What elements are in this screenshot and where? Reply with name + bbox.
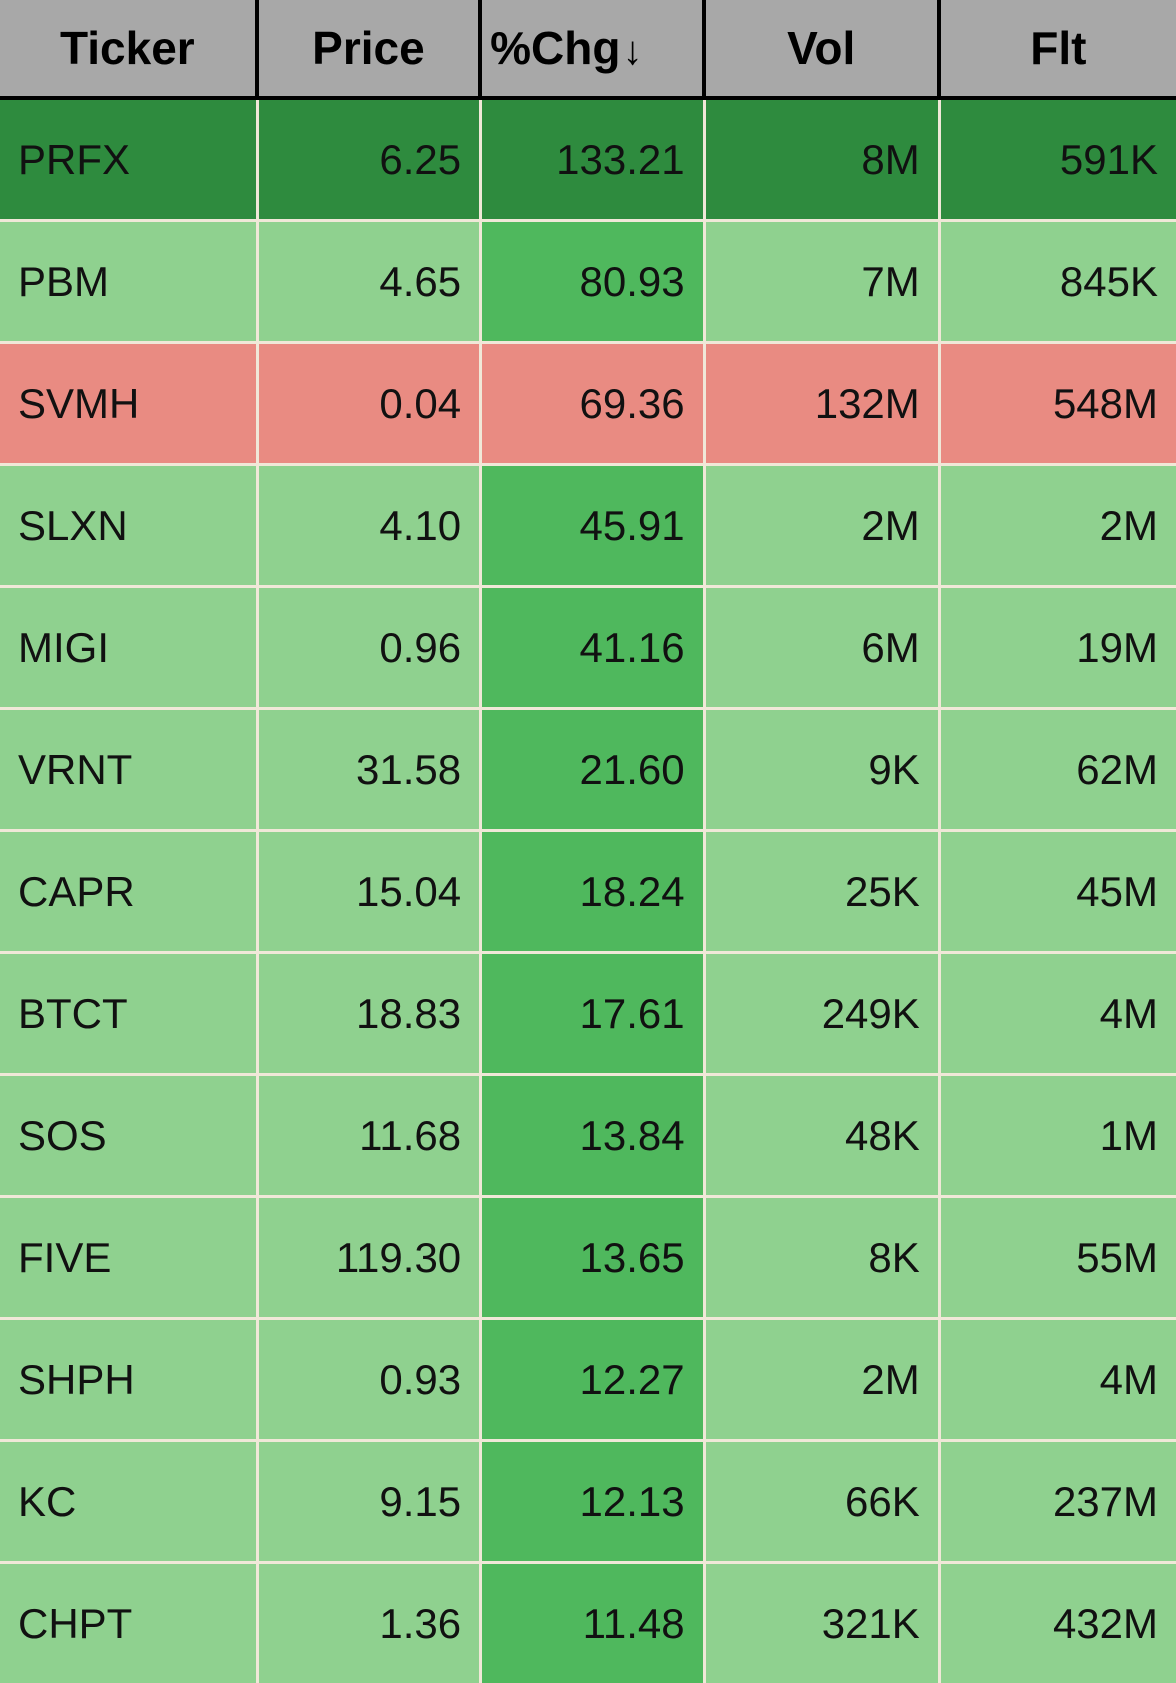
cell-ticker: MIGI bbox=[0, 588, 259, 710]
table-row[interactable]: SOS11.6813.8448K1M bbox=[0, 1076, 1176, 1198]
cell-flt: 2M bbox=[941, 466, 1176, 588]
cell-vol: 8M bbox=[706, 100, 941, 222]
table-row[interactable]: FIVE119.3013.658K55M bbox=[0, 1198, 1176, 1320]
cell-price: 6.25 bbox=[259, 100, 482, 222]
cell-flt: 55M bbox=[941, 1198, 1176, 1320]
sort-arrow-down-icon: ↓ bbox=[622, 29, 642, 73]
cell-flt: 591K bbox=[941, 100, 1176, 222]
col-header-price[interactable]: Price bbox=[259, 0, 482, 100]
table-row[interactable]: BTCT18.8317.61249K4M bbox=[0, 954, 1176, 1076]
cell-vol: 321K bbox=[706, 1564, 941, 1683]
cell-flt: 45M bbox=[941, 832, 1176, 954]
table-row[interactable]: CHPT1.3611.48321K432M bbox=[0, 1564, 1176, 1683]
cell-vol: 8K bbox=[706, 1198, 941, 1320]
cell-vol: 2M bbox=[706, 466, 941, 588]
table-row[interactable]: SLXN4.1045.912M2M bbox=[0, 466, 1176, 588]
cell-ticker: PBM bbox=[0, 222, 259, 344]
cell-flt: 548M bbox=[941, 344, 1176, 466]
cell-ticker: FIVE bbox=[0, 1198, 259, 1320]
cell-flt: 4M bbox=[941, 954, 1176, 1076]
table-row[interactable]: SHPH0.9312.272M4M bbox=[0, 1320, 1176, 1442]
header-row: Ticker Price %Chg↓ Vol Flt bbox=[0, 0, 1176, 100]
table-row[interactable]: PRFX6.25133.218M591K bbox=[0, 100, 1176, 222]
col-header-chg[interactable]: %Chg↓ bbox=[482, 0, 705, 100]
col-header-vol[interactable]: Vol bbox=[706, 0, 941, 100]
cell-ticker: VRNT bbox=[0, 710, 259, 832]
cell-ticker: SOS bbox=[0, 1076, 259, 1198]
cell-chg: 11.48 bbox=[482, 1564, 705, 1683]
cell-chg: 18.24 bbox=[482, 832, 705, 954]
cell-vol: 25K bbox=[706, 832, 941, 954]
cell-price: 119.30 bbox=[259, 1198, 482, 1320]
cell-ticker: SHPH bbox=[0, 1320, 259, 1442]
cell-chg: 12.13 bbox=[482, 1442, 705, 1564]
col-header-label: %Chg bbox=[490, 22, 620, 74]
table-row[interactable]: SVMH0.0469.36132M548M bbox=[0, 344, 1176, 466]
cell-price: 31.58 bbox=[259, 710, 482, 832]
col-header-label: Vol bbox=[787, 22, 855, 74]
cell-ticker: KC bbox=[0, 1442, 259, 1564]
cell-price: 4.65 bbox=[259, 222, 482, 344]
col-header-label: Flt bbox=[1030, 22, 1086, 74]
cell-vol: 48K bbox=[706, 1076, 941, 1198]
cell-chg: 41.16 bbox=[482, 588, 705, 710]
col-header-label: Ticker bbox=[60, 22, 195, 74]
cell-chg: 80.93 bbox=[482, 222, 705, 344]
col-header-ticker[interactable]: Ticker bbox=[0, 0, 259, 100]
table-row[interactable]: KC9.1512.1366K237M bbox=[0, 1442, 1176, 1564]
cell-vol: 9K bbox=[706, 710, 941, 832]
cell-ticker: BTCT bbox=[0, 954, 259, 1076]
table-row[interactable]: CAPR15.0418.2425K45M bbox=[0, 832, 1176, 954]
cell-chg: 13.84 bbox=[482, 1076, 705, 1198]
cell-ticker: SVMH bbox=[0, 344, 259, 466]
cell-flt: 62M bbox=[941, 710, 1176, 832]
cell-flt: 19M bbox=[941, 588, 1176, 710]
cell-vol: 7M bbox=[706, 222, 941, 344]
cell-price: 9.15 bbox=[259, 1442, 482, 1564]
col-header-flt[interactable]: Flt bbox=[941, 0, 1176, 100]
cell-chg: 13.65 bbox=[482, 1198, 705, 1320]
cell-ticker: PRFX bbox=[0, 100, 259, 222]
col-header-label: Price bbox=[312, 22, 425, 74]
cell-chg: 45.91 bbox=[482, 466, 705, 588]
cell-flt: 237M bbox=[941, 1442, 1176, 1564]
cell-ticker: CHPT bbox=[0, 1564, 259, 1683]
cell-chg: 17.61 bbox=[482, 954, 705, 1076]
cell-price: 0.04 bbox=[259, 344, 482, 466]
cell-vol: 6M bbox=[706, 588, 941, 710]
cell-chg: 12.27 bbox=[482, 1320, 705, 1442]
cell-chg: 21.60 bbox=[482, 710, 705, 832]
cell-flt: 845K bbox=[941, 222, 1176, 344]
table-row[interactable]: MIGI0.9641.166M19M bbox=[0, 588, 1176, 710]
cell-chg: 69.36 bbox=[482, 344, 705, 466]
table-row[interactable]: VRNT31.5821.609K62M bbox=[0, 710, 1176, 832]
cell-price: 0.96 bbox=[259, 588, 482, 710]
cell-flt: 432M bbox=[941, 1564, 1176, 1683]
cell-vol: 249K bbox=[706, 954, 941, 1076]
cell-price: 18.83 bbox=[259, 954, 482, 1076]
stock-table: TickerPrice%Chg↓VolFlt PRFX6.25133.218M5… bbox=[0, 0, 1176, 1683]
cell-vol: 2M bbox=[706, 1320, 941, 1442]
cell-vol: 66K bbox=[706, 1442, 941, 1564]
table-body: PRFX6.25133.218M591KPBM4.6580.937M845KSV… bbox=[0, 100, 1176, 1683]
cell-flt: 1M bbox=[941, 1076, 1176, 1198]
cell-price: 15.04 bbox=[259, 832, 482, 954]
cell-ticker: SLXN bbox=[0, 466, 259, 588]
cell-price: 1.36 bbox=[259, 1564, 482, 1683]
cell-price: 0.93 bbox=[259, 1320, 482, 1442]
table-row[interactable]: PBM4.6580.937M845K bbox=[0, 222, 1176, 344]
cell-price: 11.68 bbox=[259, 1076, 482, 1198]
cell-flt: 4M bbox=[941, 1320, 1176, 1442]
cell-ticker: CAPR bbox=[0, 832, 259, 954]
cell-price: 4.10 bbox=[259, 466, 482, 588]
cell-chg: 133.21 bbox=[482, 100, 705, 222]
cell-vol: 132M bbox=[706, 344, 941, 466]
